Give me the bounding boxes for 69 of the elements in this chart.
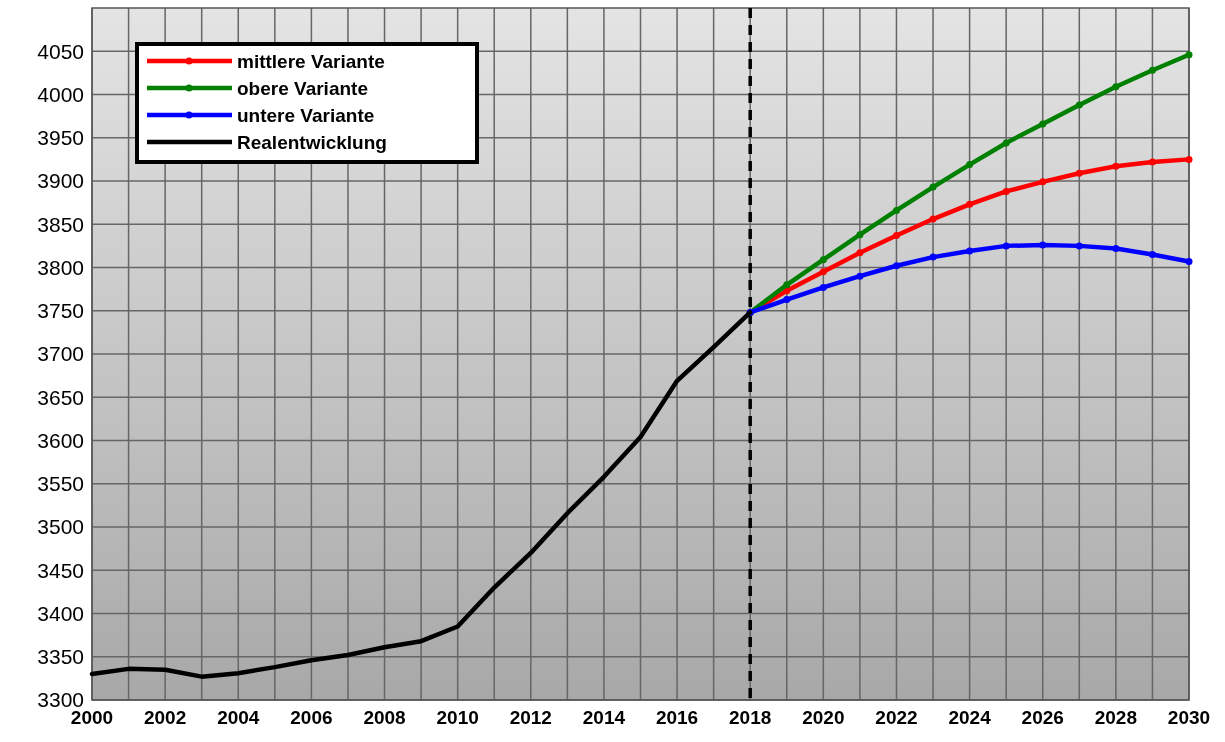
point: [892, 232, 900, 239]
y-tick-label: 3850: [37, 212, 84, 236]
point: [1112, 83, 1120, 91]
x-tick-label: 2028: [1094, 707, 1138, 728]
x-tick-label: 2022: [875, 707, 918, 728]
y-tick-label: 3450: [37, 558, 84, 582]
x-tick-label: 2002: [143, 707, 187, 728]
legend-label: mittlere Variante: [237, 50, 385, 72]
x-tick-label: 2024: [948, 707, 992, 728]
y-tick-label: 4000: [37, 82, 84, 106]
point: [783, 281, 791, 289]
point: [1039, 120, 1047, 128]
point: [819, 256, 827, 264]
legend-label: obere Variante: [237, 77, 368, 99]
x-tick-label: 2010: [436, 707, 479, 728]
point: [783, 296, 791, 304]
point: [1002, 187, 1010, 195]
point: [1075, 101, 1083, 109]
x-tick-label: 2008: [363, 707, 406, 728]
x-tick-label: 2012: [509, 707, 552, 728]
y-tick-label: 3950: [37, 126, 84, 150]
x-tick-label: 2016: [655, 707, 699, 728]
y-tick-label: 3900: [37, 169, 84, 193]
y-tick-label: 3800: [37, 255, 84, 279]
point: [819, 268, 827, 276]
x-tick-label: 2014: [582, 707, 626, 728]
point: [1148, 66, 1156, 74]
y-tick-label: 3350: [37, 645, 84, 669]
point: [892, 262, 900, 270]
x-tick-label: 2018: [729, 707, 772, 728]
point: [1002, 139, 1010, 147]
y-tick-label: 4050: [37, 39, 84, 63]
legend-label: untere Variante: [237, 104, 375, 126]
point: [966, 161, 974, 169]
point: [856, 272, 864, 280]
y-tick-label: 3750: [37, 299, 84, 323]
point: [1039, 241, 1047, 249]
point: [1002, 242, 1010, 250]
point: [1112, 244, 1120, 252]
point: [1075, 169, 1083, 177]
point: [856, 231, 864, 239]
point: [929, 215, 937, 223]
y-tick-label: 3600: [37, 428, 84, 452]
legend-label: Realentwicklung: [237, 131, 387, 153]
x-tick-label: 2006: [290, 707, 333, 728]
point: [892, 206, 900, 214]
x-tick-label: 2026: [1021, 707, 1064, 728]
y-tick-label: 3700: [37, 342, 84, 366]
point: [1148, 158, 1156, 166]
point: [929, 183, 937, 191]
point: [966, 247, 974, 255]
point: [1185, 257, 1193, 265]
y-tick-label: 3500: [37, 515, 84, 539]
y-tick-label: 3550: [37, 472, 84, 496]
point: [1148, 251, 1156, 259]
y-tick-label: 3400: [37, 601, 84, 625]
point: [966, 200, 974, 208]
x-tick-label: 2030: [1167, 707, 1211, 728]
x-tick-label: 2020: [802, 707, 845, 728]
x-tick-label: 2004: [217, 707, 260, 728]
y-tick-label: 3650: [37, 385, 84, 409]
point: [819, 283, 827, 291]
point: [1039, 178, 1047, 186]
point: [1112, 162, 1120, 170]
point: [1185, 51, 1193, 59]
point: [1185, 155, 1193, 163]
point: [856, 249, 864, 257]
point: [1075, 242, 1083, 250]
point: [929, 253, 937, 261]
